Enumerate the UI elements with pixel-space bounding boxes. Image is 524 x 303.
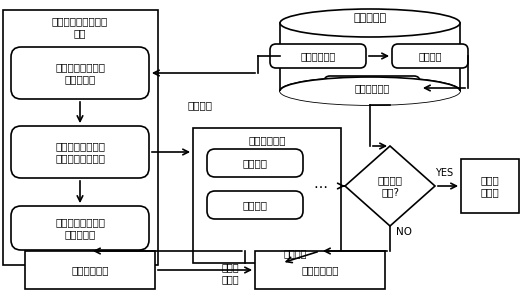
FancyBboxPatch shape [11, 47, 149, 99]
Bar [3, 10, 158, 265]
Text: 加工刀
轨文件: 加工刀 轨文件 [221, 262, 239, 284]
Bar [25, 251, 155, 289]
Text: 基本信息: 基本信息 [418, 51, 442, 61]
Text: YES: YES [435, 168, 453, 178]
FancyBboxPatch shape [11, 126, 149, 178]
FancyBboxPatch shape [207, 191, 303, 219]
Polygon shape [345, 146, 435, 226]
Text: 工艺规划和特征匹配
模块: 工艺规划和特征匹配 模块 [52, 16, 108, 38]
Text: 型面特征数据: 型面特征数据 [300, 51, 336, 61]
FancyBboxPatch shape [324, 76, 420, 100]
Text: 实际加
工模块: 实际加 工模块 [481, 175, 499, 197]
Text: 参数设置: 参数设置 [243, 158, 267, 168]
Text: 加工工艺数据: 加工工艺数据 [354, 83, 390, 93]
Bar [461, 159, 519, 213]
Ellipse shape [280, 77, 460, 105]
Text: 加工仿真: 加工仿真 [243, 200, 267, 210]
FancyBboxPatch shape [207, 149, 303, 177]
Bar [255, 251, 385, 289]
FancyBboxPatch shape [270, 44, 366, 68]
Text: 代码转换接口: 代码转换接口 [71, 265, 109, 275]
Text: 仿真验证: 仿真验证 [283, 248, 307, 258]
Text: 是否满足
需求?: 是否满足 需求? [377, 175, 402, 197]
Text: 匹配相似的复杂曲
面的特征数据信息: 匹配相似的复杂曲 面的特征数据信息 [55, 141, 105, 163]
Text: NO: NO [396, 227, 412, 237]
Text: 特征匹配: 特征匹配 [188, 100, 213, 110]
Text: …: … [313, 177, 327, 191]
Text: 制定加工工艺和参
数设置方案: 制定加工工艺和参 数设置方案 [55, 217, 105, 239]
Text: 加工仿真模块: 加工仿真模块 [248, 135, 286, 145]
Bar [280, 23, 460, 91]
Text: 信息处理模块: 信息处理模块 [301, 265, 339, 275]
FancyBboxPatch shape [392, 44, 468, 68]
Text: 特征数据库: 特征数据库 [353, 13, 387, 23]
Text: 待加工复杂曲面零
件特征分析: 待加工复杂曲面零 件特征分析 [55, 62, 105, 84]
Bar [193, 128, 341, 263]
Ellipse shape [280, 77, 460, 105]
Ellipse shape [280, 9, 460, 37]
FancyBboxPatch shape [11, 206, 149, 250]
